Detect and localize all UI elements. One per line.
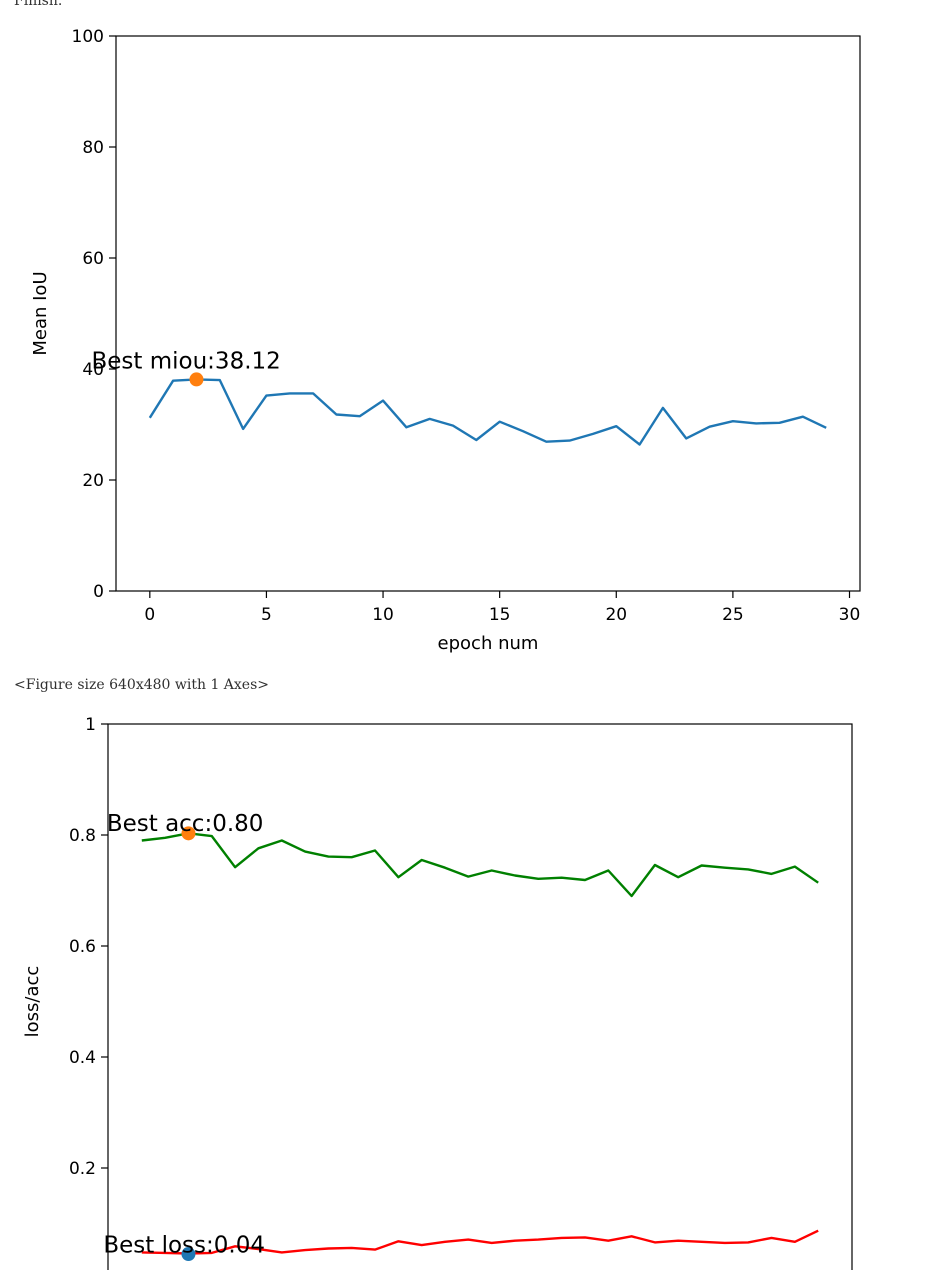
y-tick-label: 100 <box>72 27 104 47</box>
x-tick-label: 0 <box>144 605 155 625</box>
best-annotation: Best acc:0.80 <box>107 811 264 837</box>
figure-size-caption: <Figure size 640x480 with 1 Axes> <box>14 677 270 693</box>
plot-frame <box>115 35 861 592</box>
y-tick-label: 0.4 <box>69 1048 96 1068</box>
x-tick-label: 20 <box>605 605 627 625</box>
best-point-marker <box>181 826 196 841</box>
y-tick-label: 0 <box>93 582 104 602</box>
miou-line-chart: 0 20 40 60 80 100 0 5 10 15 20 25 30 Best miou:38.12 e… <box>30 27 861 654</box>
y-tick-label: 40 <box>82 360 104 380</box>
y-tick-label: 0.6 <box>69 937 96 957</box>
y-tick-label: 1 <box>85 715 96 735</box>
y-tick-label: 60 <box>82 249 104 269</box>
x-axis-label: epoch num <box>438 633 539 654</box>
y-tick-label: 0.2 <box>69 1159 96 1179</box>
output-text-finish: Finish. <box>14 0 63 9</box>
y-axis-label: Mean IoU <box>30 271 51 355</box>
x-tick-label: 10 <box>372 605 394 625</box>
x-tick-label: 5 <box>261 605 272 625</box>
x-tick-label: 30 <box>839 605 861 625</box>
plot-frame <box>107 723 853 1270</box>
best-point-marker <box>181 1247 196 1262</box>
best-annotation: Best miou:38.12 <box>92 348 281 374</box>
best-point-marker <box>189 372 204 387</box>
series-line <box>141 1229 819 1255</box>
best-annotation: Best loss:0.04 <box>103 1232 265 1258</box>
series-line <box>148 378 827 446</box>
y-tick-label: 20 <box>82 471 104 491</box>
y-axis-label: loss/acc <box>22 966 43 1038</box>
series-line <box>141 832 819 898</box>
x-tick-label: 25 <box>722 605 744 625</box>
y-tick-label: 80 <box>82 138 104 158</box>
x-tick-label: 15 <box>489 605 511 625</box>
y-tick-label: 0.8 <box>69 826 96 846</box>
